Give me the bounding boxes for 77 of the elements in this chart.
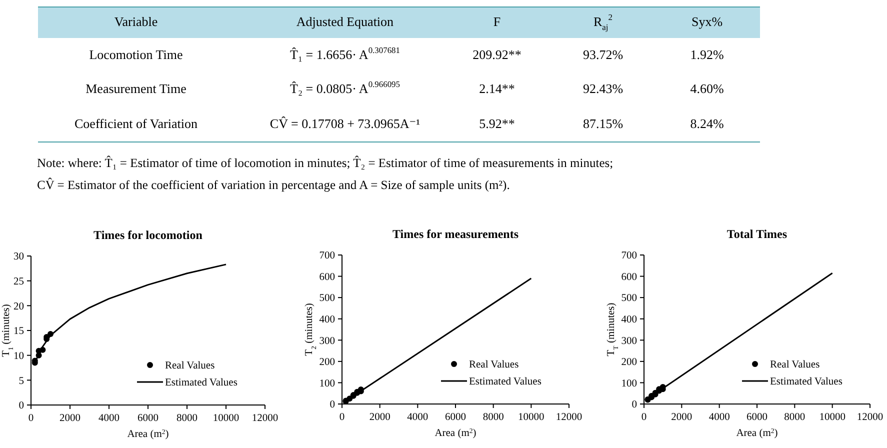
x-tick-label: 0 xyxy=(28,413,34,424)
x-tick-label: 10000 xyxy=(518,412,544,423)
x-tick-label: 12000 xyxy=(252,413,278,424)
y-tick-label: 600 xyxy=(621,272,637,283)
x-tick-label: 10000 xyxy=(819,412,846,423)
y-tick-label: 5 xyxy=(18,376,24,387)
text: CV̂ = 0.17708 + 73.0965A⁻¹ xyxy=(270,115,420,131)
x-tick-label: 12000 xyxy=(556,412,582,423)
y-tick-label: 700 xyxy=(319,250,335,262)
text: 209.92** xyxy=(472,46,522,62)
x-tick-label: 8000 xyxy=(784,412,806,423)
legend-label: Estimated Values xyxy=(770,376,842,388)
y-tick-label: 10 xyxy=(14,351,24,362)
x-tick-label: 2000 xyxy=(369,412,390,423)
y-tick-label: 500 xyxy=(319,293,335,304)
legend-label: Estimated Values xyxy=(165,378,238,389)
y-tick-label: 700 xyxy=(621,250,637,262)
text: 87.15% xyxy=(582,116,624,131)
y-tick-label: 500 xyxy=(621,293,637,304)
y-tick-label: 20 xyxy=(14,301,24,312)
x-axis-title: Area (m$^{2}$) xyxy=(736,428,778,439)
x-tick-label: 0 xyxy=(339,412,345,423)
text: 92.43% xyxy=(582,80,624,96)
text: Coefficient of Variation xyxy=(74,116,198,131)
y-tick-label: 600 xyxy=(319,272,335,283)
x-tick-label: 8000 xyxy=(176,413,198,424)
x-tick-label: 10000 xyxy=(212,413,240,424)
legend-label: Estimated Values xyxy=(469,376,542,388)
text: Variable xyxy=(114,14,158,29)
x-tick-label: 2000 xyxy=(60,413,80,424)
x-tick-label: 4000 xyxy=(407,412,428,423)
x-tick-label: 12000 xyxy=(856,412,884,423)
x-tick-label: 6000 xyxy=(746,412,768,423)
text: 1.92% xyxy=(690,46,724,62)
x-tick-label: 8000 xyxy=(482,412,504,423)
x-tick-label: 4000 xyxy=(708,412,730,423)
y-tick-label: 15 xyxy=(14,326,24,338)
text: Syx% xyxy=(691,14,723,29)
chart-title: Total Times xyxy=(726,227,788,241)
legend-label: Real Values xyxy=(770,360,820,371)
chart-title: Times for measurements xyxy=(392,227,519,241)
x-axis-title: Area (m$^{2}$) xyxy=(434,428,477,439)
y-tick-label: 300 xyxy=(319,336,335,347)
text: 93.72% xyxy=(582,46,624,62)
text: Adjusted Equation xyxy=(296,14,394,29)
y-tick-label: 0 xyxy=(18,400,24,412)
text: CV̂ = Estimator of the coefficient of variation in percentage and A = Size of sample units (m²). xyxy=(37,178,510,192)
text: T̂₂ = 0.0805· A$^{0.966095}$ xyxy=(290,78,400,96)
y-tick-label: 400 xyxy=(319,314,335,326)
x-tick-label: 0 xyxy=(641,412,647,423)
chart-title: Times for locomotion xyxy=(94,228,203,242)
y-tick-label: 200 xyxy=(319,357,335,368)
y-tick-label: 100 xyxy=(621,378,637,390)
legend-label: Real Values xyxy=(165,360,215,372)
text: 2.14** xyxy=(479,80,515,96)
text: 4.60% xyxy=(690,80,724,96)
y-tick-label: 25 xyxy=(14,276,24,288)
text: T̂₁ = 1.6656· A$^{0.307681}$ xyxy=(290,44,400,62)
x-tick-label: 6000 xyxy=(138,413,158,424)
legend-label: Real Values xyxy=(469,360,519,371)
y-tick-label: 400 xyxy=(621,314,637,326)
y-tick-label: 300 xyxy=(621,336,637,347)
x-tick-label: 6000 xyxy=(445,412,466,423)
y-tick-label: 100 xyxy=(319,378,335,390)
text: Measurement Time xyxy=(86,80,187,96)
text: F xyxy=(493,14,501,29)
text: 5.92** xyxy=(479,116,515,131)
y-tick-label: 0 xyxy=(330,400,335,411)
x-axis-title: Area (m$^{2}$) xyxy=(127,428,170,440)
text: Locomotion Time xyxy=(89,46,183,62)
y-tick-label: 30 xyxy=(14,252,24,263)
x-tick-label: 2000 xyxy=(671,412,692,423)
text: Note: where: T̂₁ = Estimator of time of locomotion in minutes; T̂₂ = Estimator of time of measurements in minutes; xyxy=(37,156,614,170)
y-tick-label: 0 xyxy=(632,400,637,411)
text: 8.24% xyxy=(690,116,724,131)
y-tick-label: 200 xyxy=(621,357,637,368)
x-tick-label: 4000 xyxy=(98,413,120,424)
